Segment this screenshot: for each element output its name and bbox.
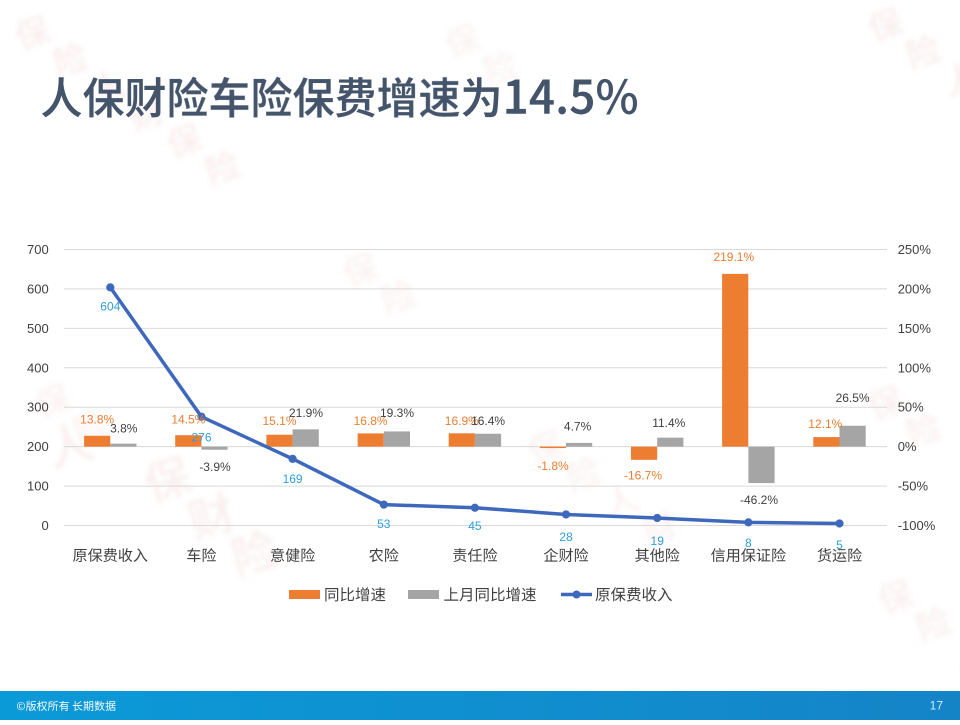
svg-text:200: 200 <box>27 439 49 454</box>
svg-text:100%: 100% <box>898 360 932 375</box>
svg-text:276: 276 <box>191 430 211 444</box>
svg-text:50%: 50% <box>898 400 924 415</box>
svg-text:16.8%: 16.8% <box>354 414 388 428</box>
svg-text:13.8%: 13.8% <box>80 413 114 427</box>
svg-text:600: 600 <box>27 281 49 296</box>
svg-text:16.9%: 16.9% <box>445 414 479 428</box>
svg-text:4.7%: 4.7% <box>564 420 592 434</box>
svg-text:-46.2%: -46.2% <box>740 493 778 507</box>
svg-text:-16.7%: -16.7% <box>624 469 662 483</box>
svg-text:-1.8%: -1.8% <box>537 459 569 473</box>
svg-text:-50%: -50% <box>898 479 929 494</box>
svg-text:0%: 0% <box>898 439 917 454</box>
svg-text:16.4%: 16.4% <box>471 414 505 428</box>
svg-text:700: 700 <box>27 242 49 257</box>
svg-text:300: 300 <box>27 400 49 415</box>
svg-text:-3.9%: -3.9% <box>199 460 231 474</box>
svg-text:5: 5 <box>836 538 843 552</box>
svg-text:53: 53 <box>377 517 391 531</box>
svg-text:21.9%: 21.9% <box>289 406 323 420</box>
svg-text:0: 0 <box>41 518 48 533</box>
svg-text:28: 28 <box>559 530 573 544</box>
svg-text:19: 19 <box>651 534 665 548</box>
svg-text:45: 45 <box>468 519 482 533</box>
svg-text:-100%: -100% <box>898 518 936 533</box>
svg-text:500: 500 <box>27 321 49 336</box>
svg-text:26.5%: 26.5% <box>836 391 870 405</box>
svg-text:17: 17 <box>930 699 944 713</box>
svg-text:100: 100 <box>27 479 49 494</box>
svg-text:219.1%: 219.1% <box>713 250 754 264</box>
svg-text:250%: 250% <box>898 242 932 257</box>
svg-text:11.4%: 11.4% <box>652 416 685 430</box>
svg-text:150%: 150% <box>898 321 932 336</box>
svg-text:12.1%: 12.1% <box>808 417 842 431</box>
svg-text:604: 604 <box>100 299 120 313</box>
svg-text:169: 169 <box>283 472 303 486</box>
svg-text:14.5%: 14.5% <box>171 413 205 427</box>
svg-text:200%: 200% <box>898 281 932 296</box>
svg-text:15.1%: 15.1% <box>262 414 296 428</box>
svg-text:3.8%: 3.8% <box>110 422 138 436</box>
svg-text:400: 400 <box>27 360 49 375</box>
svg-text:8: 8 <box>745 536 752 550</box>
svg-text:19.3%: 19.3% <box>380 406 414 420</box>
